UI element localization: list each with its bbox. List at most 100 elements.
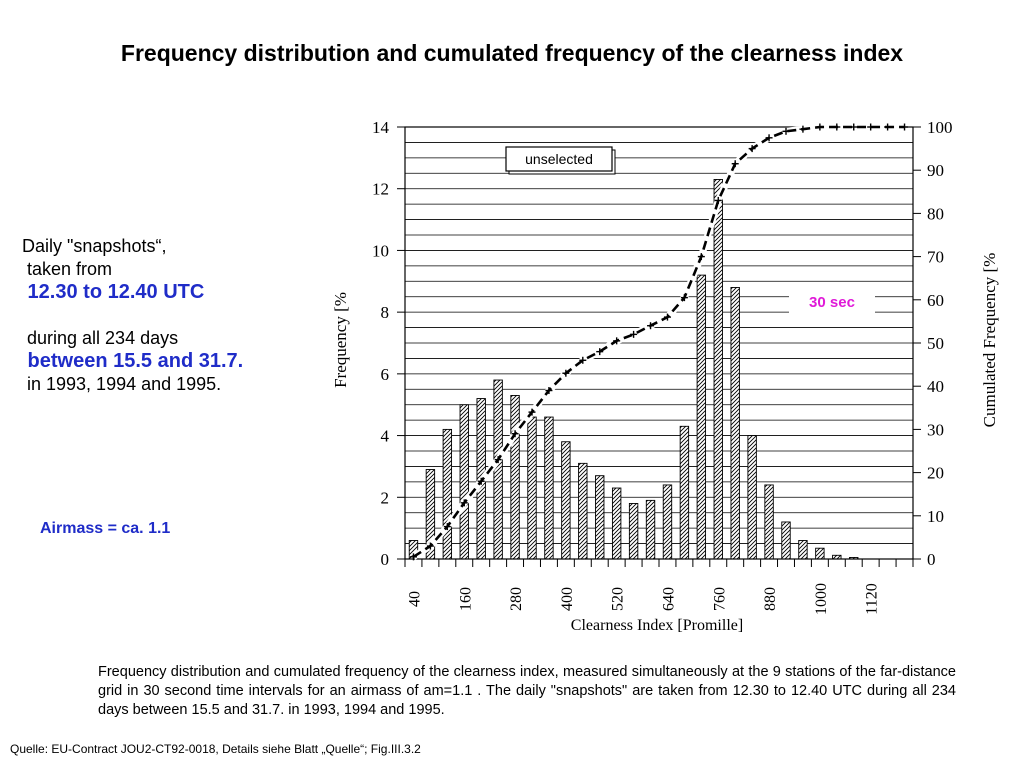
histogram-bar xyxy=(798,540,808,560)
cumulative-point xyxy=(443,523,451,531)
y2-tick-label: 60 xyxy=(927,291,944,310)
figure-caption: Frequency distribution and cumulated fre… xyxy=(98,664,956,718)
histogram-bar xyxy=(561,441,571,560)
histogram-bar xyxy=(713,179,723,560)
histogram-bar xyxy=(781,521,791,560)
cumulative-point xyxy=(613,337,621,345)
description-notes: Daily "snapshots“, taken from 12.30 to 1… xyxy=(22,235,243,396)
histogram-bar xyxy=(595,475,605,560)
cumulative-point xyxy=(494,456,502,464)
cumulative-point xyxy=(714,196,722,204)
y-tick-label: 0 xyxy=(381,550,390,569)
cumulative-series-line xyxy=(412,125,905,558)
cumulative-point xyxy=(816,123,824,131)
cumulative-point xyxy=(901,123,909,131)
histogram-bar xyxy=(747,435,757,560)
histogram-bar xyxy=(578,462,588,560)
histogram-bar xyxy=(442,428,453,560)
histogram-bar xyxy=(645,499,656,560)
y-tick-label: 6 xyxy=(381,365,390,384)
cumulative-halo xyxy=(411,123,905,560)
cumulative-point xyxy=(528,408,536,416)
cumulative-point xyxy=(884,123,892,131)
notes-date-range: between 15.5 and 31.7. xyxy=(22,350,244,372)
axes: 0 2 4 6 8 10 12 14 0 10 20 30 40 50 60 70 80 90 100 40 160 28… xyxy=(372,118,953,615)
notes-line-4: during all 234 days xyxy=(22,328,179,348)
notes-line-1: Daily "snapshots“, xyxy=(22,236,167,256)
histogram-bar xyxy=(611,487,622,560)
x-tick-label: 280 xyxy=(508,587,525,611)
notes-line-6: in 1993, 1994 and 1995. xyxy=(22,374,222,394)
cumulative-line xyxy=(409,123,909,561)
y2-tick-label: 30 xyxy=(927,420,944,439)
x-tick-label: 40 xyxy=(406,591,423,607)
cumulative-point xyxy=(799,125,807,133)
cumulative-point xyxy=(697,253,705,261)
cumulative-point xyxy=(596,348,604,356)
annotation-label: 30 sec xyxy=(809,294,855,311)
cumulative-point xyxy=(765,134,773,142)
x-tick-label: 1000 xyxy=(813,583,830,615)
cumulative-point xyxy=(748,145,756,153)
histogram-bar xyxy=(662,484,673,560)
histogram-bar xyxy=(510,395,520,560)
x-tick-label: 520 xyxy=(610,587,627,611)
histogram-bar xyxy=(764,484,774,560)
x-tick-label: 640 xyxy=(660,587,677,611)
y-axis-title: Frequency [% xyxy=(331,292,350,388)
legend-box: unselected xyxy=(505,146,616,175)
histogram-bar xyxy=(679,425,690,560)
x-tick-label: 760 xyxy=(711,587,728,611)
histogram-bar xyxy=(527,416,537,560)
cumulative-point xyxy=(579,356,587,364)
cumulative-point xyxy=(833,123,841,131)
cumulative-point xyxy=(850,123,858,131)
airmass-label: Airmass = ca. 1.1 xyxy=(40,520,171,537)
y2-tick-label: 80 xyxy=(927,204,944,223)
x-tick-label: 160 xyxy=(457,587,474,611)
y2-tick-label: 10 xyxy=(927,507,944,526)
y2-tick-label: 50 xyxy=(927,334,944,353)
x-tick-label: 400 xyxy=(559,587,576,611)
cumulative-point xyxy=(426,542,434,550)
notes-line-2: taken from xyxy=(22,259,113,279)
page-title: Frequency distribution and cumulated fre… xyxy=(120,40,904,66)
histogram-bars xyxy=(408,179,859,560)
x-axis-title: Clearness Index [Promille] xyxy=(571,617,743,634)
y2-tick-label: 100 xyxy=(927,118,953,137)
y-tick-label: 12 xyxy=(372,180,389,199)
histogram-bar xyxy=(696,274,707,560)
histogram-bar xyxy=(493,379,503,560)
y2-tick-label: 90 xyxy=(927,161,944,180)
cumulative-point xyxy=(630,330,638,338)
histogram-bar xyxy=(459,404,469,560)
cumulative-point xyxy=(562,369,570,377)
source-citation: Quelle: EU-Contract JOU2-CT92-0018, Deta… xyxy=(10,742,421,756)
y2-tick-label: 0 xyxy=(927,550,936,569)
cumulative-point xyxy=(545,387,553,395)
y-tick-label: 8 xyxy=(381,303,390,322)
notes-time-range: 12.30 to 12.40 UTC xyxy=(22,281,205,303)
cumulative-point xyxy=(511,430,519,438)
x-tick-label: 880 xyxy=(762,587,779,611)
cumulative-point xyxy=(782,127,790,135)
cumulative-point xyxy=(731,160,739,168)
y-tick-label: 10 xyxy=(372,241,389,260)
y2-axis-title: Cumulated Frequency [% xyxy=(980,253,999,428)
legend-label: unselected xyxy=(525,151,593,167)
y2-tick-label: 70 xyxy=(927,248,944,267)
cumulative-point xyxy=(460,499,468,507)
cumulative-point xyxy=(477,477,485,485)
histogram-bar xyxy=(730,287,740,560)
cumulative-point xyxy=(867,123,875,131)
y2-tick-label: 40 xyxy=(927,377,944,396)
cumulative-point xyxy=(663,313,671,321)
x-tick-label: 1120 xyxy=(864,583,881,614)
cumulative-point xyxy=(409,553,417,561)
y-tick-label: 4 xyxy=(381,427,390,446)
cumulative-point xyxy=(680,294,688,302)
y2-tick-label: 20 xyxy=(927,464,944,483)
histogram-bar xyxy=(628,503,639,560)
y-tick-label: 14 xyxy=(372,118,390,137)
